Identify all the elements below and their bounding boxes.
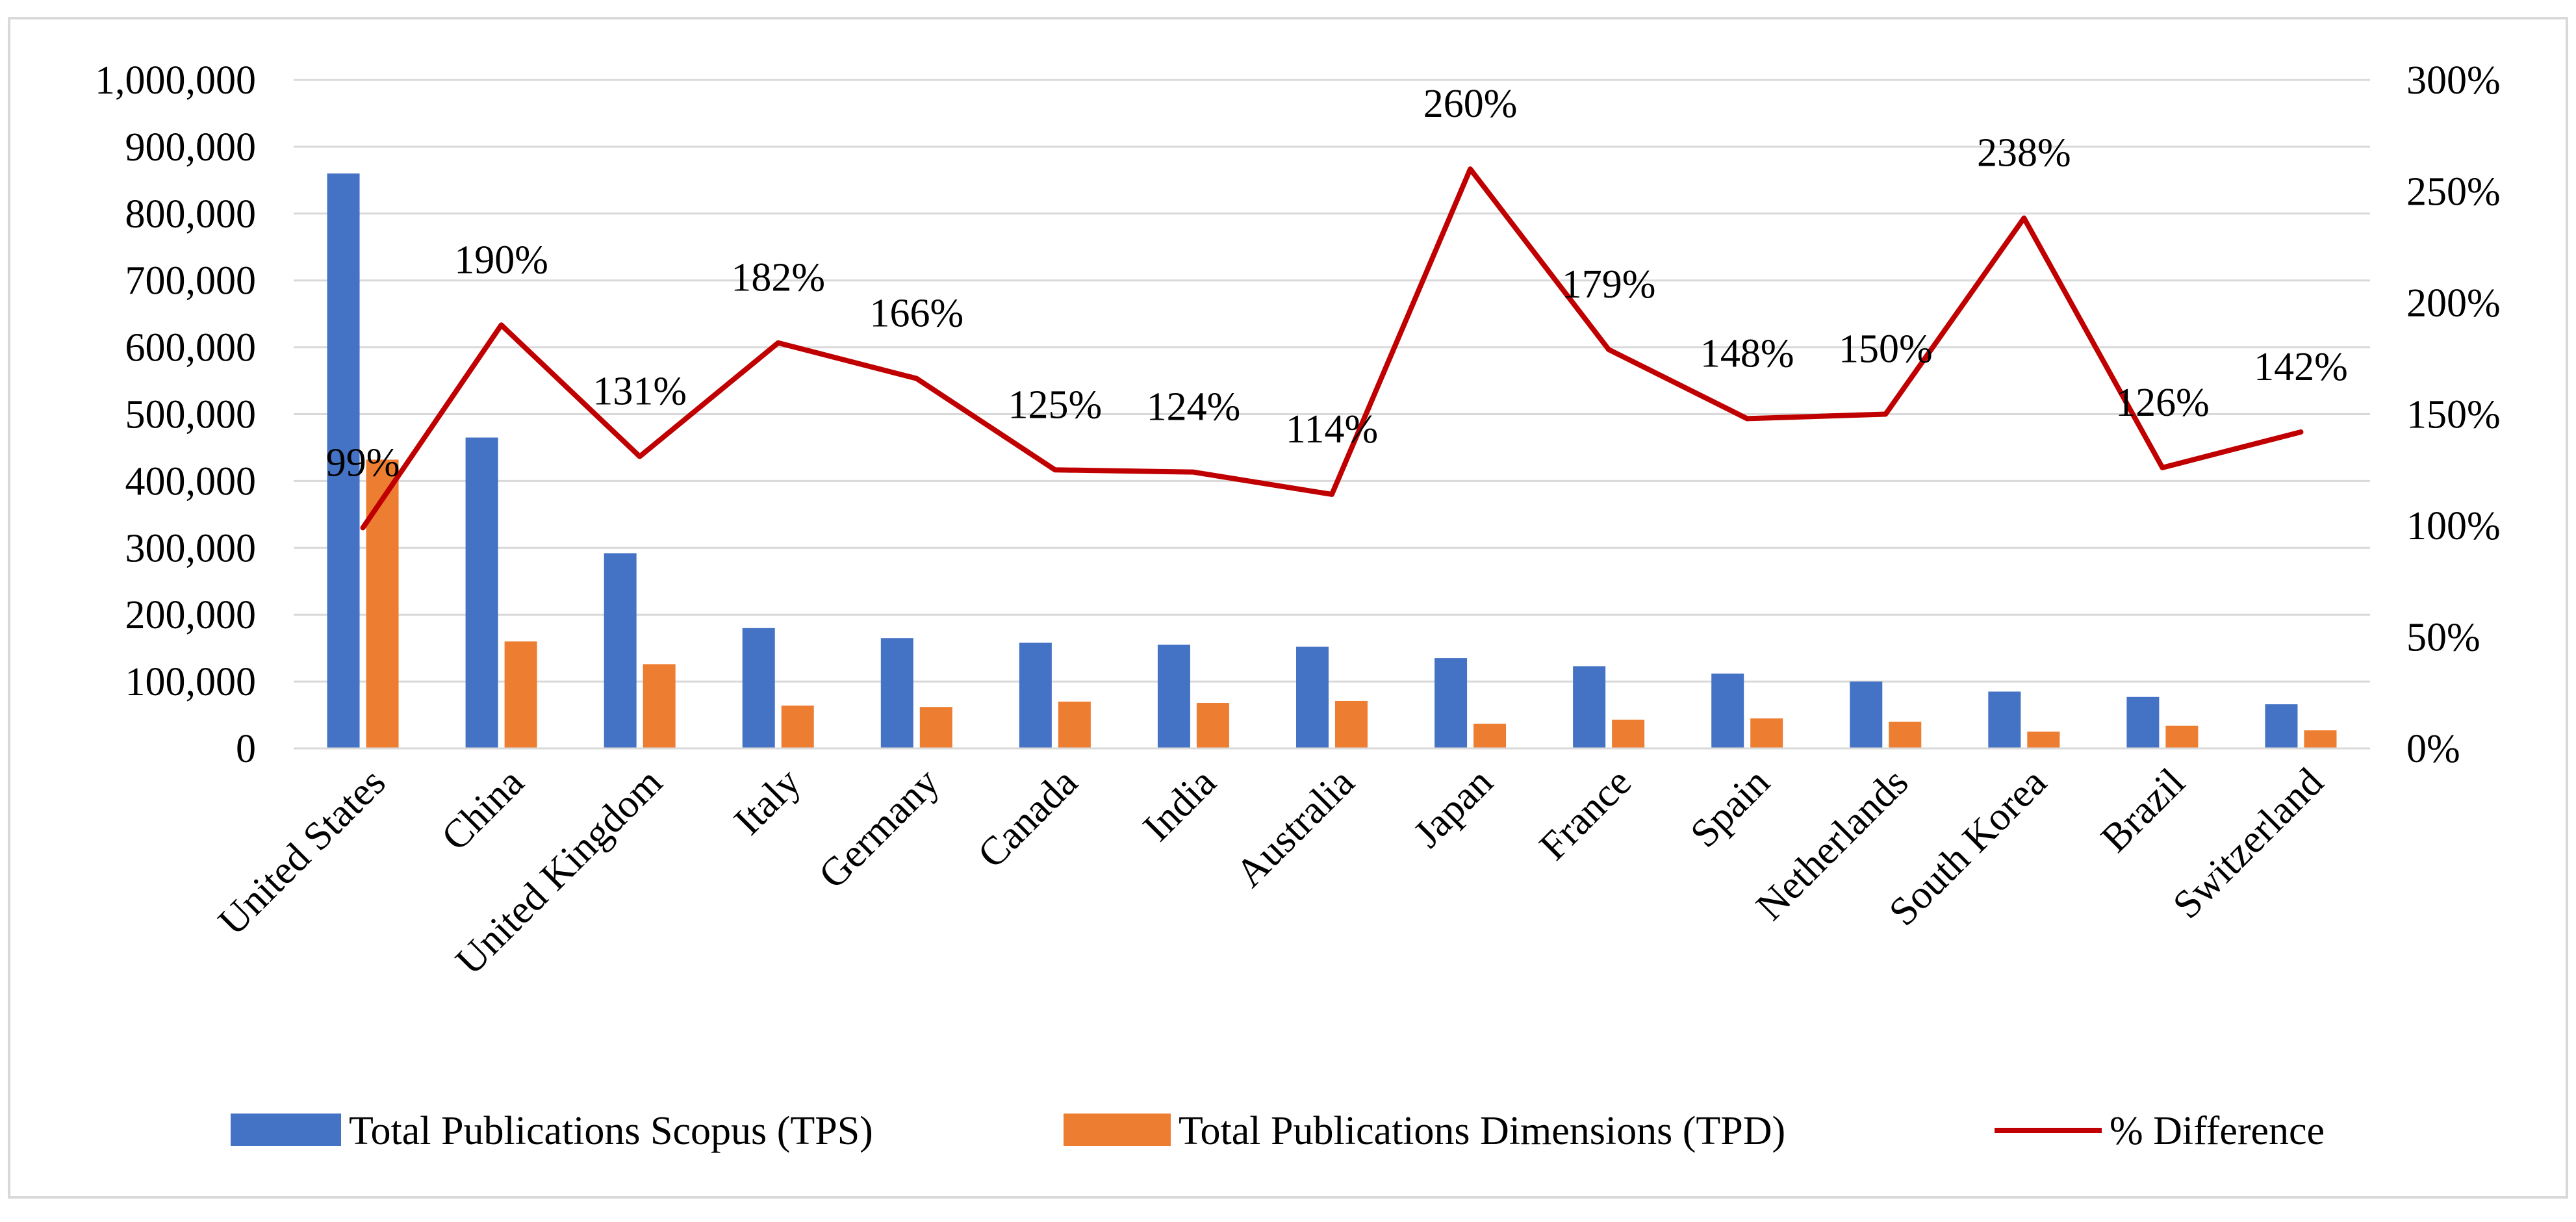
difference-point (2300, 431, 2302, 433)
difference-point (2023, 217, 2025, 219)
difference-data-label: 125% (1008, 383, 1103, 427)
bar-tps (465, 437, 498, 748)
bar-tpd (1473, 723, 1507, 748)
legend: Total Publications Scopus (TPS) Total Pub… (231, 1109, 2325, 1153)
bar-tpd (1335, 700, 1368, 748)
legend-item-tpd: Total Publications Dimensions (TPD) (1064, 1109, 1785, 1153)
left-tick-label: 0 (236, 727, 256, 771)
bar-tpd (1889, 721, 1922, 748)
difference-point (2162, 466, 2163, 468)
right-tick-label: 0% (2406, 727, 2460, 771)
difference-data-label: 166% (869, 292, 963, 336)
left-tick-label: 100,000 (125, 660, 257, 704)
line-data-labels: 99% 190% 131% 182% 166% 125% 124% 114% 260% 179% 1… (326, 82, 2348, 485)
bar-tpd (1196, 703, 1229, 748)
legend-label: Total Publications Dimensions (TPD) (1179, 1109, 1785, 1153)
left-axis: 0 100,000 200,000 300,000 400,000 500,000 600,… (95, 58, 256, 771)
right-tick-label: 50% (2406, 616, 2480, 660)
bar-tps (1573, 666, 1606, 748)
difference-data-label: 260% (1423, 82, 1518, 126)
bar-tps (1850, 681, 1883, 748)
difference-point (1885, 413, 1887, 415)
bar-tpd (2304, 730, 2337, 748)
difference-point (915, 377, 917, 379)
legend-item-difference: % Difference (1995, 1109, 2325, 1153)
bars (327, 173, 2337, 748)
bar-tpd (366, 459, 399, 748)
left-tick-label: 500,000 (125, 393, 257, 437)
difference-data-label: 99% (326, 440, 400, 485)
difference-point (777, 342, 779, 344)
difference-point (1331, 493, 1333, 495)
bar-tpd (2027, 732, 2060, 748)
difference-data-label: 182% (731, 256, 825, 300)
right-tick-label: 300% (2406, 58, 2501, 103)
legend-swatch (1064, 1114, 1171, 1146)
difference-point (1192, 471, 1194, 473)
bar-tpd (2165, 726, 2199, 748)
right-axis: 0% 50% 100% 150% 200% 250% 300% (2406, 58, 2501, 771)
bar-tps (2265, 704, 2298, 748)
left-tick-label: 900,000 (125, 125, 257, 170)
difference-point (639, 455, 641, 457)
difference-data-label: 124% (1147, 385, 1241, 429)
right-tick-label: 100% (2406, 504, 2501, 548)
bar-tps (327, 173, 360, 748)
difference-point (1746, 418, 1748, 420)
bar-tps (1711, 673, 1744, 748)
right-tick-label: 250% (2406, 170, 2501, 214)
left-tick-label: 1,000,000 (95, 58, 256, 103)
difference-point (1054, 469, 1056, 471)
left-tick-label: 600,000 (125, 326, 257, 370)
difference-data-label: 148% (1700, 331, 1794, 376)
bar-tps (1157, 644, 1190, 748)
line-series (360, 166, 2304, 531)
difference-data-label: 179% (1562, 262, 1656, 307)
left-tick-label: 400,000 (125, 459, 257, 503)
bar-tps (742, 628, 775, 748)
bar-tps (880, 638, 913, 748)
legend-label: Total Publications Scopus (TPS) (349, 1109, 873, 1153)
difference-data-label: 150% (1839, 327, 1933, 372)
bar-tps (1988, 691, 2021, 748)
bar-tpd (781, 706, 814, 748)
difference-data-label: 238% (1977, 131, 2071, 175)
difference-data-label: 126% (2115, 381, 2210, 425)
difference-data-label: 131% (593, 370, 687, 414)
right-tick-label: 200% (2406, 281, 2501, 325)
bar-tpd (504, 641, 537, 748)
bar-tps (2126, 696, 2160, 748)
difference-point (1470, 168, 1472, 170)
chart-border (8, 17, 2568, 1199)
right-tick-label: 150% (2406, 393, 2501, 437)
left-tick-label: 800,000 (125, 192, 257, 236)
bar-tps (1435, 658, 1468, 748)
left-tick-label: 300,000 (125, 526, 257, 570)
bar-tps (1296, 646, 1329, 748)
bar-tps (1019, 643, 1052, 748)
bar-tpd (1612, 719, 1645, 748)
difference-data-label: 142% (2254, 345, 2348, 389)
left-tick-label: 700,000 (125, 259, 257, 303)
legend-label: % Difference (2110, 1109, 2325, 1153)
gridlines (294, 79, 2370, 683)
difference-point (362, 527, 364, 529)
difference-point (500, 324, 502, 326)
bar-tps (604, 553, 637, 748)
legend-item-tps: Total Publications Scopus (TPS) (231, 1109, 873, 1153)
difference-data-label: 190% (454, 238, 548, 282)
legend-swatch (231, 1114, 341, 1146)
difference-point (1608, 349, 1610, 351)
left-tick-label: 200,000 (125, 593, 257, 637)
bar-tpd (919, 707, 952, 748)
difference-data-label: 114% (1286, 407, 1378, 452)
bar-tpd (1750, 718, 1783, 748)
bar-tpd (643, 664, 676, 748)
bar-tpd (1058, 701, 1091, 748)
